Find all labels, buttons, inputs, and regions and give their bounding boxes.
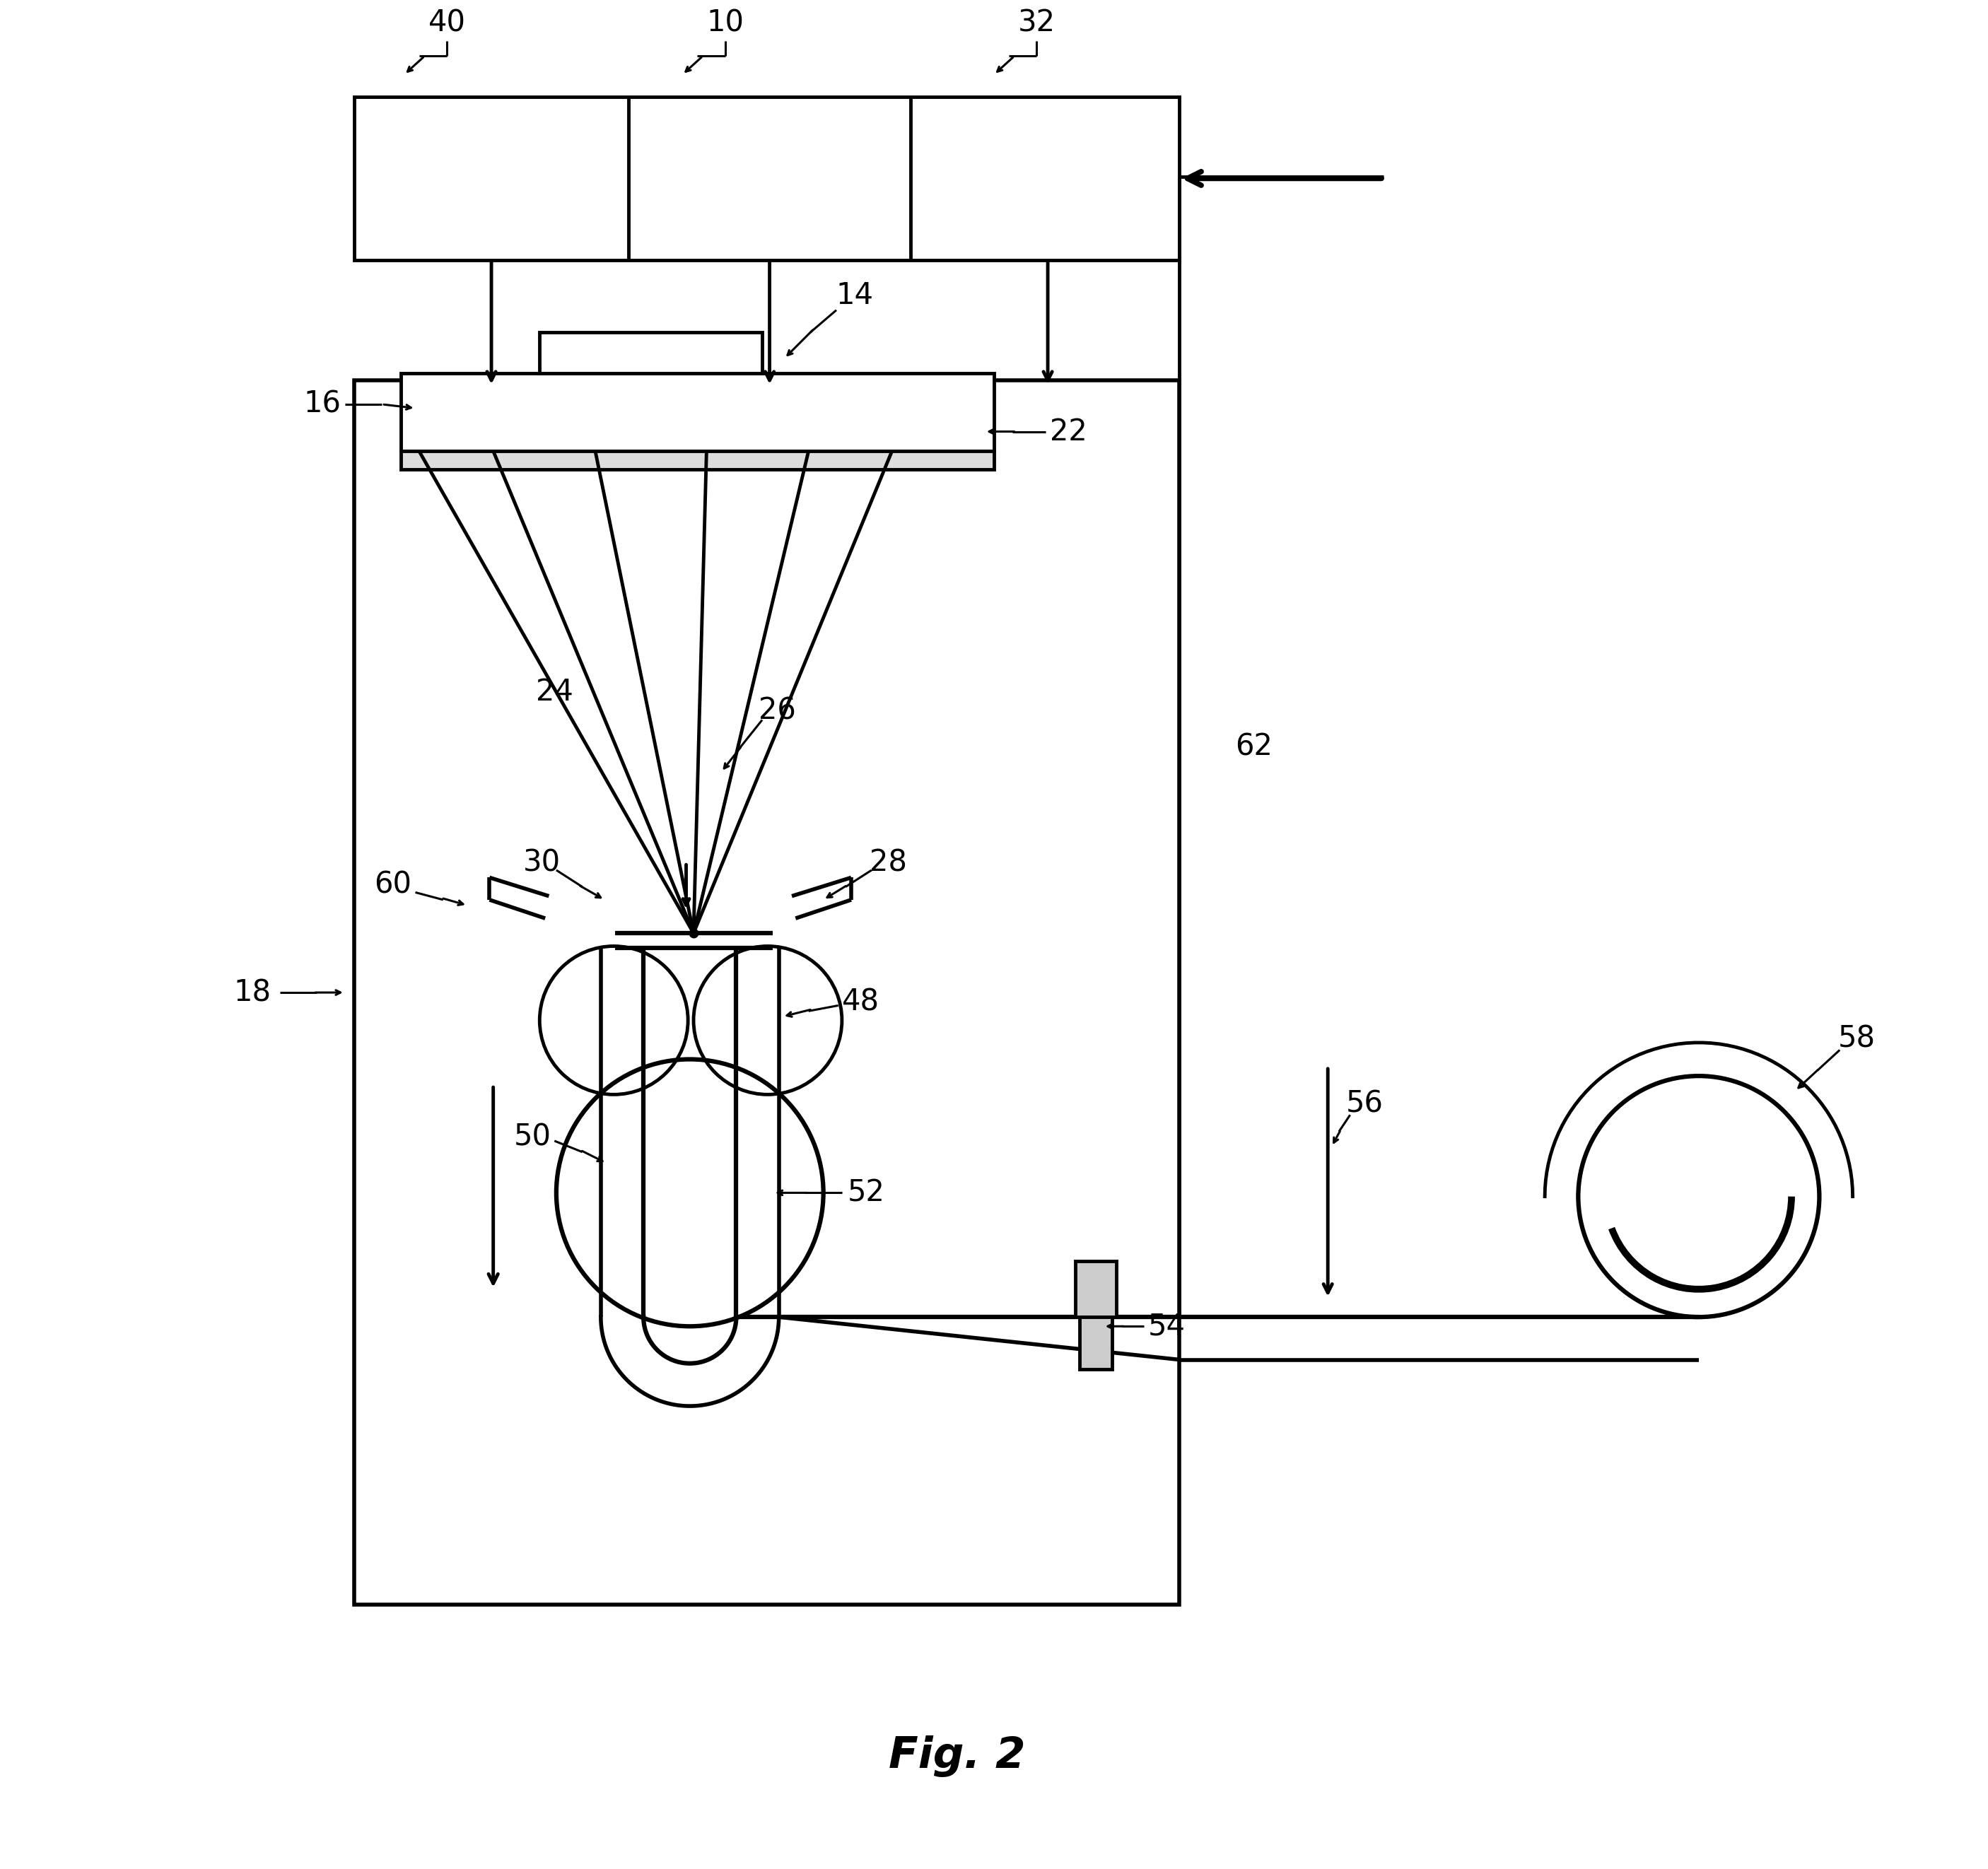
- Text: 52: 52: [847, 1177, 885, 1207]
- Text: 24: 24: [535, 677, 573, 706]
- Text: 18: 18: [233, 977, 270, 1007]
- Bar: [400, 374, 994, 450]
- Bar: [400, 450, 994, 469]
- Text: 10: 10: [706, 7, 744, 37]
- Bar: [1076, 1262, 1117, 1318]
- Bar: [354, 381, 1179, 1604]
- Text: 50: 50: [513, 1121, 551, 1151]
- Text: 62: 62: [1235, 733, 1272, 763]
- Text: 40: 40: [427, 7, 465, 37]
- Bar: [539, 333, 761, 374]
- Text: 14: 14: [837, 280, 873, 310]
- Text: 60: 60: [374, 871, 412, 899]
- Text: 22: 22: [1050, 417, 1087, 447]
- Text: 30: 30: [523, 849, 561, 878]
- Text: Fig. 2: Fig. 2: [889, 1736, 1026, 1777]
- Text: 26: 26: [757, 695, 795, 725]
- Text: 48: 48: [841, 987, 879, 1017]
- Text: 16: 16: [304, 389, 342, 419]
- Text: 58: 58: [1837, 1024, 1875, 1054]
- Text: 28: 28: [869, 849, 907, 878]
- Text: 54: 54: [1147, 1312, 1185, 1342]
- Bar: [1079, 1318, 1113, 1368]
- Bar: [354, 97, 1179, 260]
- Text: 32: 32: [1018, 7, 1056, 37]
- Text: 56: 56: [1346, 1090, 1384, 1120]
